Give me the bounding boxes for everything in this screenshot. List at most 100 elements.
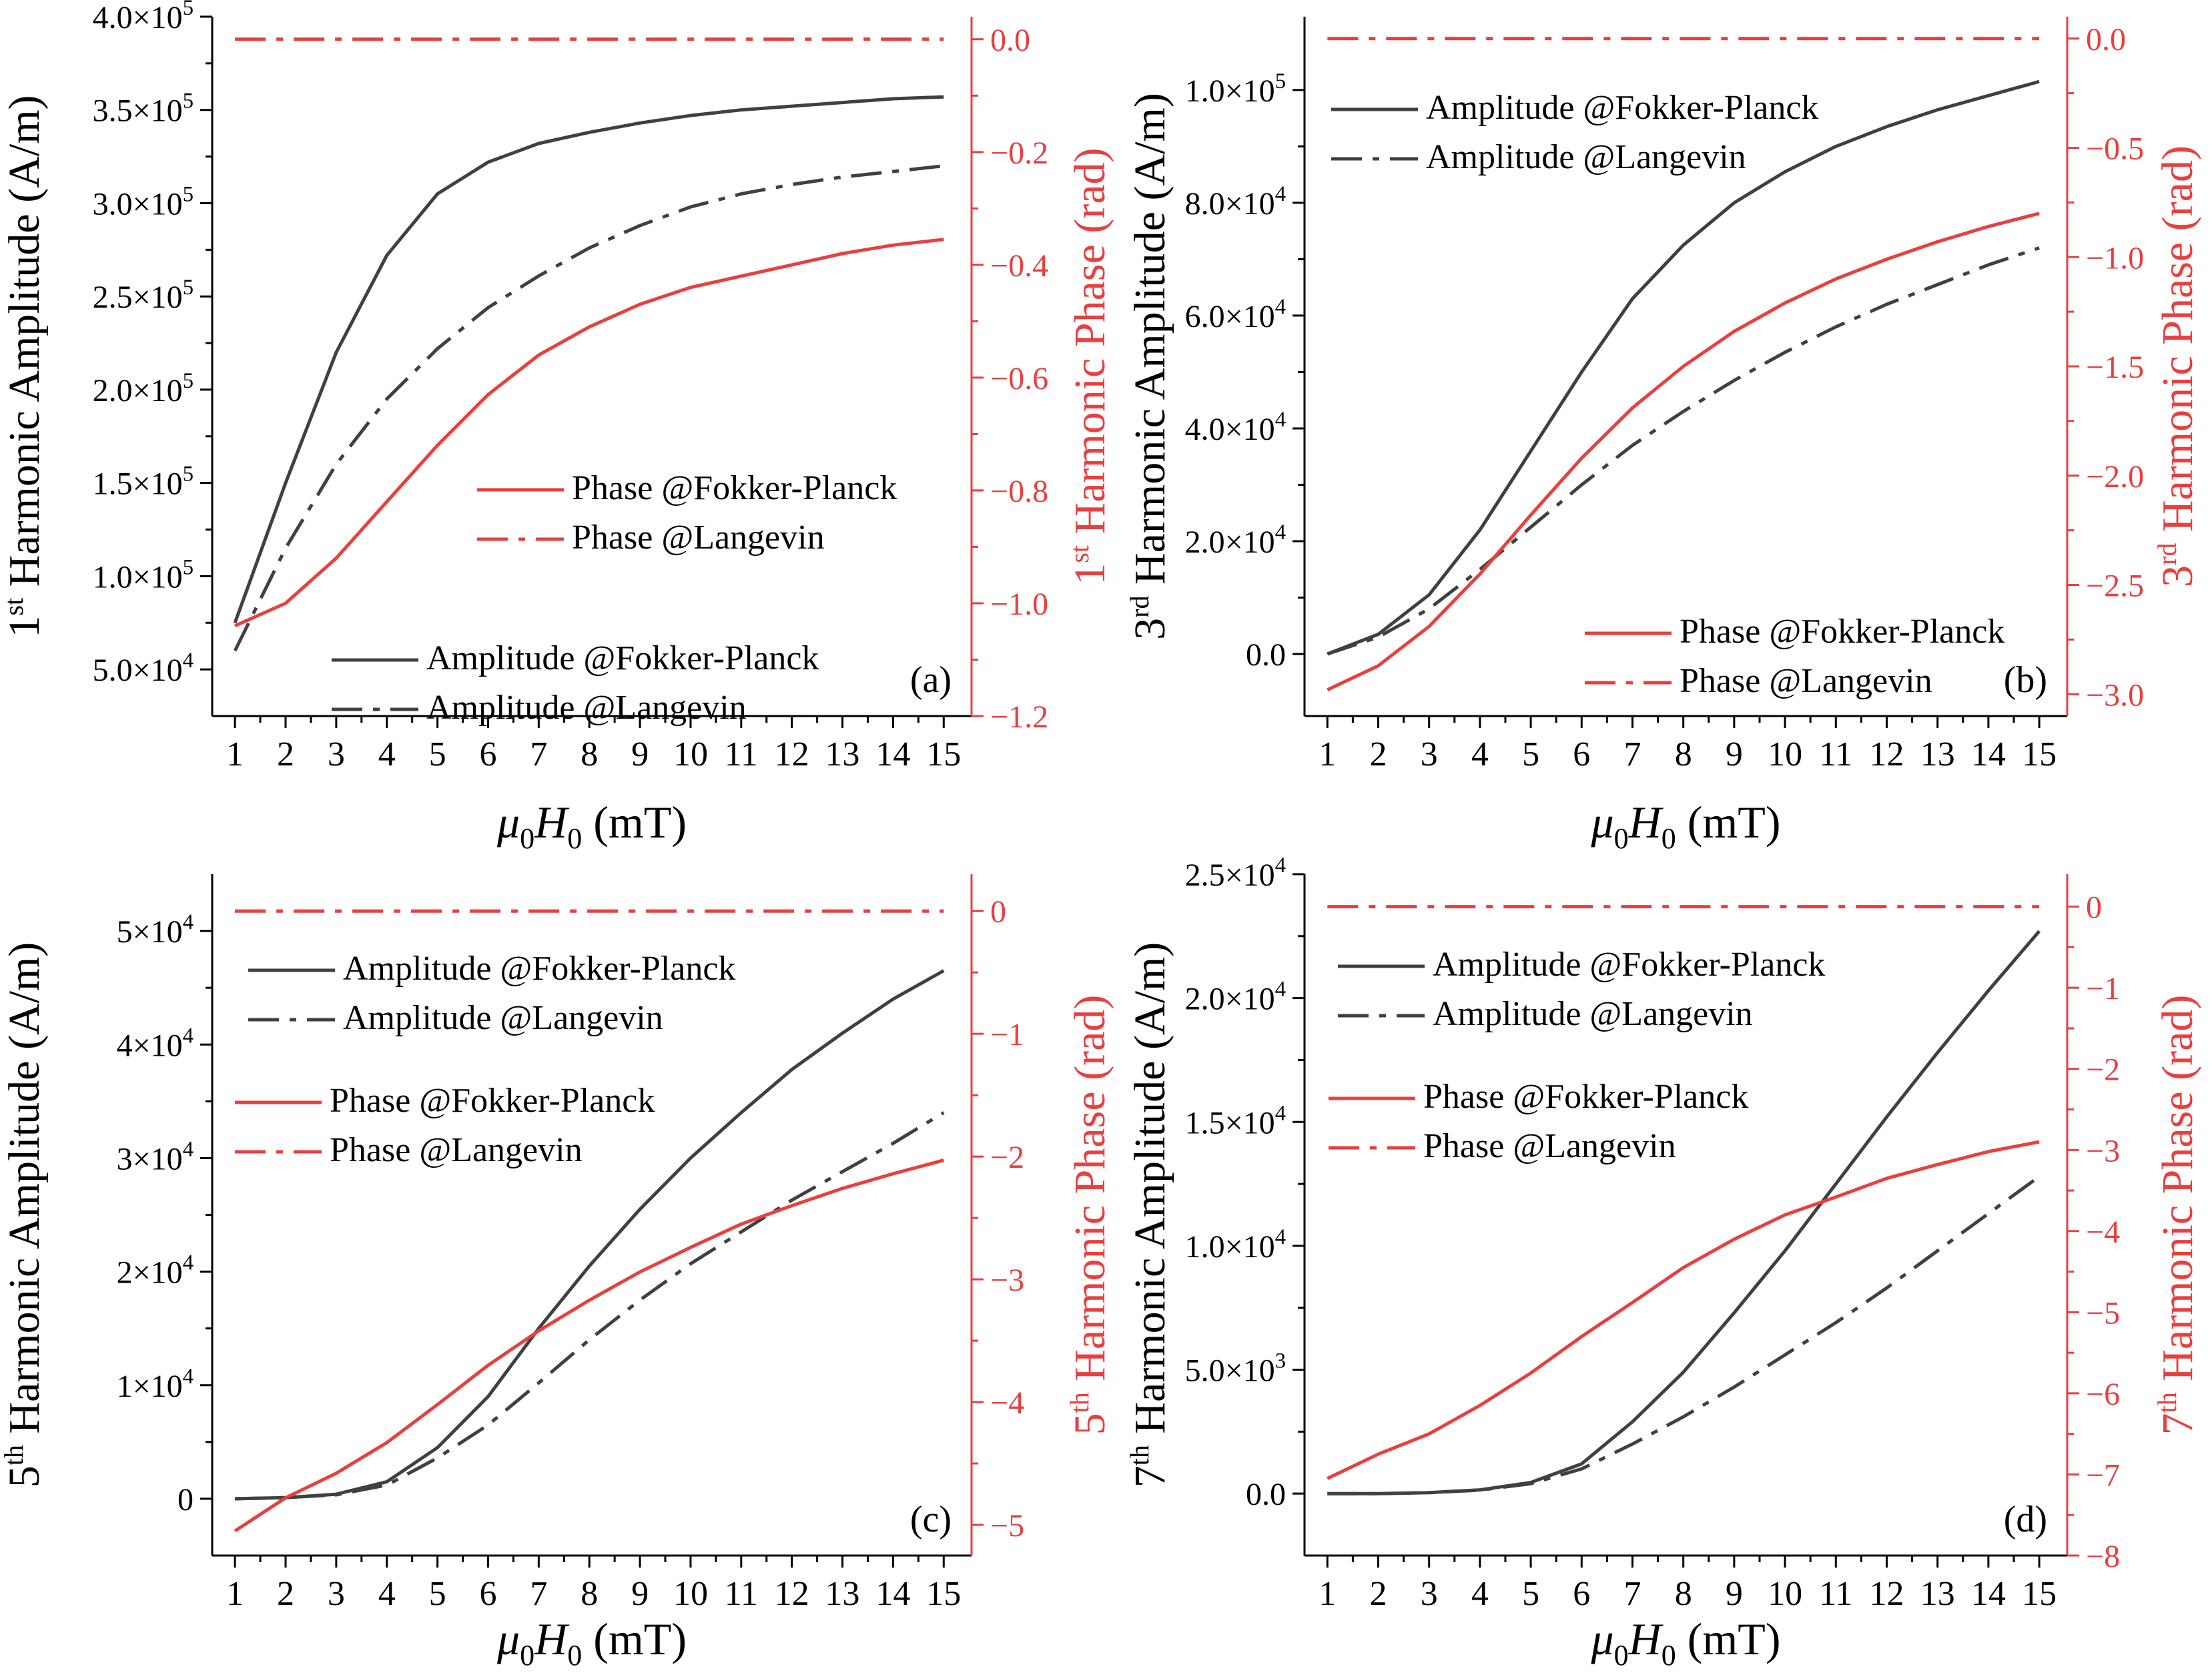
legend-label: Amplitude @Fokker-Planck (1433, 946, 1825, 984)
tick-mantissa: 4.0×10 (1185, 412, 1275, 447)
tick-exponent: 4 (1275, 521, 1286, 545)
panel-label: (a) (910, 659, 952, 701)
tick-mantissa: 2×10 (117, 1255, 183, 1291)
tick-mantissa: 3.5×10 (93, 93, 183, 129)
tick-exponent: 5 (183, 89, 194, 113)
tick-mantissa: 0.0 (1246, 1477, 1286, 1512)
x-tick-label: 5 (1522, 1575, 1539, 1613)
right-tick-label: −6 (2086, 1377, 2120, 1412)
left-tick-label: 2.0×104 (1185, 521, 1286, 560)
harmonic-ordinal: th (1124, 1445, 1154, 1465)
tick-exponent: 4 (1275, 854, 1286, 878)
left-tick-label: 3.5×105 (93, 89, 194, 129)
x-tick-label: 12 (775, 735, 809, 773)
tick-exponent: 4 (183, 1024, 194, 1048)
tick-mantissa: 2.5×10 (1185, 858, 1275, 893)
x-tick-label: 9 (1726, 1575, 1743, 1613)
tick-mantissa: 5.0×10 (93, 653, 183, 688)
x-tick-label: 15 (2022, 1575, 2057, 1613)
x-title-mu: μ (1591, 797, 1614, 848)
x-title-sub: 0 (567, 822, 582, 855)
tick-exponent: 5 (183, 276, 194, 300)
x-tick-label: 10 (1768, 1575, 1802, 1613)
x-title-sub: 0 (1614, 1639, 1629, 1672)
left-tick-label: 2.0×105 (93, 369, 194, 408)
left-tick-label: 0.0 (1246, 1477, 1286, 1512)
x-tick-label: 12 (1869, 1575, 1904, 1613)
x-title-mu: μ (496, 797, 520, 848)
tick-exponent: 5 (183, 0, 194, 20)
x-tick-label: 2 (277, 735, 294, 773)
tick-mantissa: 8.0×10 (1185, 186, 1275, 222)
series-line-amplitude-langevin (235, 1111, 945, 1501)
right-tick-label: −4 (2086, 1215, 2120, 1250)
x-tick-label: 6 (1573, 735, 1590, 773)
chart-panel-4: 1 2 3 4 5 6 7 8 9 10 11 12 13 14 150.05.0×1031.0×1041.… (1124, 854, 2202, 1672)
tick-exponent: 4 (183, 649, 194, 673)
legend-label: Amplitude @Langevin (1433, 995, 1753, 1033)
left-tick-label: 4.0×105 (93, 0, 194, 35)
right-tick-label: −1 (2086, 971, 2120, 1006)
x-title-sub: 0 (1662, 1639, 1676, 1672)
left-tick-label: 2.0×104 (1185, 978, 1286, 1017)
x-tick-label: 8 (1675, 735, 1692, 773)
right-tick-label: −3.0 (2086, 677, 2144, 713)
x-tick-label: 3 (328, 735, 345, 773)
harmonic-ordinal: rd (2152, 543, 2182, 565)
harmonic-ordinal: th (1064, 1392, 1094, 1413)
tick-exponent: 4 (183, 1251, 194, 1275)
tick-exponent: 4 (1275, 1225, 1286, 1249)
phase-title-text: Harmonic Phase (rad) (1066, 995, 1114, 1393)
legend-label: Phase @Fokker-Planck (1680, 613, 2004, 651)
x-tick-label: 13 (825, 735, 860, 773)
tick-exponent: 5 (183, 369, 194, 393)
x-tick-label: 3 (1421, 1575, 1438, 1613)
tick-mantissa: 1.0×10 (1185, 1229, 1275, 1265)
series-line-amplitude-langevin (233, 164, 944, 652)
x-tick-label: 8 (581, 735, 598, 773)
x-tick-label: 2 (1369, 1575, 1387, 1613)
harmonic-number: 5 (1066, 1413, 1114, 1435)
x-tick-label: 4 (378, 735, 396, 773)
series-line-phase-fokker-planck (1327, 212, 2040, 691)
right-tick-label: −8 (2086, 1539, 2120, 1574)
left-tick-label: 2.5×105 (93, 276, 194, 315)
right-tick-label: −0.6 (990, 361, 1048, 396)
harmonic-number: 3 (2153, 565, 2202, 587)
x-tick-label: 5 (429, 1575, 446, 1613)
x-tick-label: 15 (2022, 735, 2057, 773)
x-title-mu: μ (496, 1614, 520, 1664)
x-title-unit: (mT) (1676, 1614, 1781, 1664)
left-tick-label: 5.0×103 (1185, 1349, 1286, 1389)
right-tick-label: −7 (2086, 1457, 2120, 1493)
tick-exponent: 4 (1275, 1101, 1286, 1125)
x-title-sub: 0 (520, 1639, 534, 1672)
right-axis-title: 1st Harmonic Phase (rad) (1064, 147, 1114, 585)
left-tick-label: 1.5×104 (1185, 1101, 1286, 1140)
right-axis-title: 3rd Harmonic Phase (rad) (2152, 145, 2202, 587)
right-tick-label: −5 (2086, 1295, 2120, 1331)
right-tick-label: −2 (2086, 1052, 2120, 1088)
right-tick-label: −1.0 (2086, 240, 2144, 276)
amplitude-title-text: Harmonic Amplitude (A/m) (0, 95, 49, 597)
x-tick-label: 1 (226, 1575, 244, 1613)
legend-label: Phase @Fokker-Planck (330, 1082, 655, 1120)
legend-label: Amplitude @Fokker-Planck (1426, 89, 1818, 127)
x-title-sub: 0 (1662, 822, 1676, 855)
harmonic-number: 7 (1126, 1465, 1174, 1487)
x-tick-label: 1 (1319, 735, 1336, 773)
left-tick-label: 3×104 (117, 1137, 194, 1177)
series-line-phase-fokker-planck (234, 1158, 944, 1533)
chart-panel-2: 1 2 3 4 5 6 7 8 9 10 11 12 13 14 150.02.0×1044.0×1046.… (1124, 17, 2202, 855)
x-title-unit: (mT) (582, 797, 687, 848)
legend-label: Phase @Langevin (1423, 1127, 1676, 1165)
right-tick-label: −4 (990, 1385, 1024, 1421)
x-tick-label: 11 (725, 735, 758, 773)
phase-title-text: Harmonic Phase (rad) (1066, 147, 1114, 545)
legend: Phase @Fokker-Planck Phase @Langevin (1329, 1078, 1748, 1165)
right-tick-label: −5 (990, 1508, 1024, 1544)
tick-mantissa: 3×10 (117, 1141, 183, 1177)
x-title-mu: μ (1591, 1614, 1614, 1664)
x-tick-label: 4 (378, 1575, 396, 1613)
x-tick-label: 10 (673, 735, 708, 773)
